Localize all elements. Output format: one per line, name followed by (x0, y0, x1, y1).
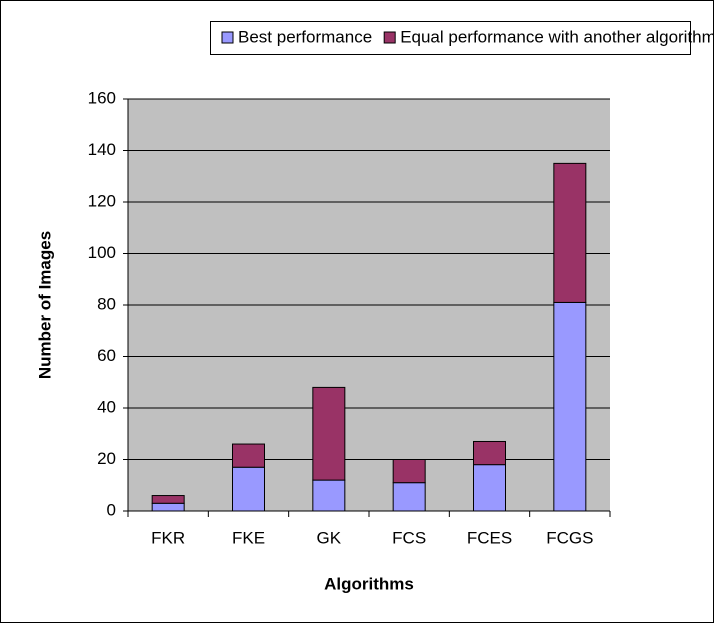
bar-segment (312, 386, 346, 481)
x-tick-label: FCS (392, 528, 426, 547)
bar-segment (473, 464, 506, 512)
x-tick-label: FKE (232, 528, 265, 547)
bar-segment (392, 482, 426, 512)
bar-segment (553, 301, 587, 512)
x-tick-label: FKR (151, 528, 185, 547)
y-tick-label: 140 (88, 140, 116, 159)
x-axis-label: Algorithms (324, 574, 414, 593)
bar-segment (232, 466, 265, 512)
bar-segment (232, 443, 265, 468)
legend-swatch (383, 31, 396, 44)
bar-segment (553, 162, 587, 303)
y-tick-label: 60 (97, 346, 116, 365)
bar-segment (473, 440, 506, 466)
bar-segment (392, 459, 426, 484)
x-tick-label: GK (317, 528, 342, 547)
bar-segment (151, 495, 185, 504)
bar-segment (312, 479, 346, 512)
y-tick-label: 0 (107, 500, 116, 519)
x-tick-label: FCES (467, 528, 512, 547)
bar-segment (151, 502, 185, 512)
legend-label: Best performance (238, 27, 372, 46)
y-tick-label: 40 (97, 397, 116, 416)
y-tick-label: 20 (97, 449, 116, 468)
y-tick-label: 80 (97, 294, 116, 313)
y-tick-label: 160 (88, 88, 116, 107)
y-axis-label: Number of Images (35, 231, 54, 379)
y-tick-label: 100 (88, 243, 116, 262)
x-tick-label: FCGS (546, 528, 593, 547)
legend (210, 21, 691, 55)
legend-swatch (221, 31, 234, 44)
legend-label: Equal performance with another algorithm (400, 27, 714, 46)
y-tick-label: 120 (88, 191, 116, 210)
